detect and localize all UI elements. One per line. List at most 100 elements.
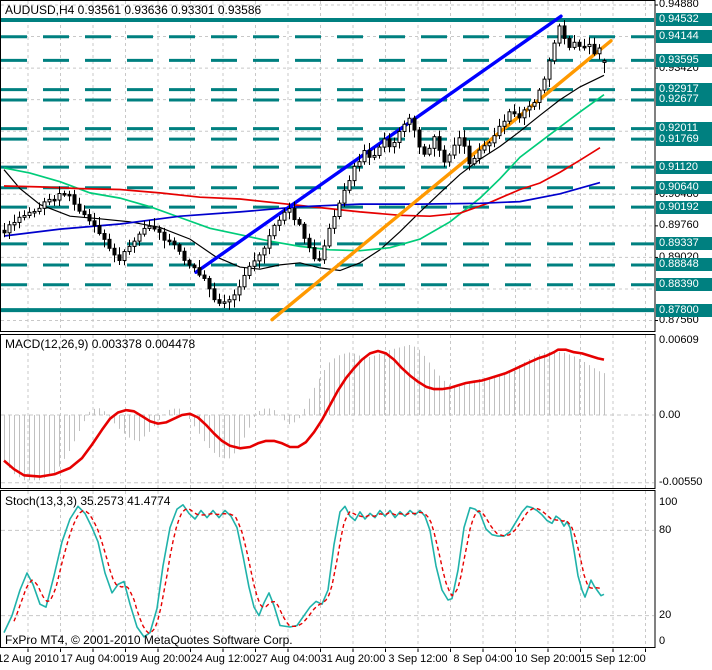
stoch-axis-label: 100 [659,496,678,508]
candle-bull [282,211,287,221]
price-level-badge: 0.94532 [656,13,712,26]
candle-bull [142,227,147,235]
candle-bull [382,138,387,148]
candle-bear [62,193,67,196]
candle-bull [482,145,487,151]
candle-bear [467,145,472,165]
candle-bear [182,250,187,261]
stoch-k-line[interactable] [3,504,605,638]
macd-pane[interactable] [0,334,655,489]
candle-bear [202,274,207,279]
time-axis-label: 17 Aug 04:00 [60,653,126,665]
time-axis-label: 19 Aug 20:00 [125,653,191,665]
candle-bull [327,227,332,247]
candle-bull [122,251,127,261]
candle-bear [442,149,447,163]
candle-bull [347,180,352,191]
candle-bull [557,25,562,44]
time-axis-label: 24 Aug 12:00 [190,653,256,665]
candle-bull [497,125,502,137]
candle-bull [262,247,267,256]
ma-black-line[interactable] [3,74,605,272]
candle-bull [27,211,32,217]
candle-bear [592,43,597,55]
stoch-pane[interactable] [0,490,655,648]
price-grid-label: 0.89760 [659,219,699,231]
ma-blue-line[interactable] [3,181,601,237]
candle-bull [37,207,42,212]
candle-bull [332,215,337,229]
candle-bull [257,254,262,262]
stoch-d-line[interactable] [13,507,603,635]
candle-bear [512,111,517,115]
candle-bear [412,117,417,131]
candle-bull [587,43,592,48]
candle-bull [362,150,367,163]
price-level-badge: 0.94144 [656,30,712,43]
candle-bear [387,138,392,148]
candle-bull [532,101,537,107]
price-level-badge: 0.93595 [656,54,712,67]
price-level-badge: 0.87800 [656,304,712,317]
price-grid-label: 0.94880 [659,0,699,10]
candle-bull [572,41,577,48]
candle-bear [197,267,202,276]
candle-bear [102,233,107,240]
macd-axis-label: -0.00550 [659,476,703,488]
price-level-badge: 0.90640 [656,181,712,194]
candle-bear [157,228,162,233]
uptrend-orange-trendline[interactable] [270,39,613,322]
candle-bear [437,136,442,151]
stoch-axis-label: 80 [659,524,672,536]
candle-bull [267,235,272,249]
candle-bear [167,239,172,243]
candle-bear [52,198,57,202]
candle-bull [132,240,137,247]
candle-bull [502,120,507,127]
price-level-badge: 0.89337 [656,237,712,250]
candle-bull [487,142,492,147]
candle-bear [87,214,92,222]
macd-axis-label: 0.00 [659,409,681,421]
candle-bull [472,157,477,165]
uptrend-blue-trendline[interactable] [194,14,563,274]
candle-bear [92,220,97,227]
copyright-label: FxPro MT4, © 2001-2010 MetaQuotes Softwa… [5,633,293,647]
candle-bull [242,274,247,288]
candle-bear [317,258,322,261]
stoch-axis-label: 20 [659,609,672,621]
candle-bull [277,219,282,226]
candle-bull [377,146,382,156]
price-level-badge: 0.92011 [656,122,712,135]
candle-bull [247,265,252,276]
candle-bull [237,286,242,296]
candle-bull [137,233,142,242]
candle-bull [552,42,557,62]
ma-green-line[interactable] [3,94,605,252]
candle-bull [427,147,432,155]
candle-bear [217,299,222,304]
candle-bull [42,201,47,209]
candle-bear [177,244,182,252]
time-axis-label: 10 Sep 20:00 [515,653,581,665]
candle-bull [227,299,232,303]
candle-bull [337,202,342,217]
candle-bull [397,130,402,143]
candle-bear [312,247,317,260]
ma-red-line[interactable] [3,146,601,218]
candle-bear [77,203,82,212]
candle-bear [207,277,212,290]
candle-bear [367,150,372,158]
macd-signal-line[interactable] [3,348,605,478]
candle-bull [32,210,37,214]
candle-bear [462,137,467,147]
time-axis-label: 27 Aug 04:00 [255,653,321,665]
candle-bear [187,259,192,266]
price-level-badge: 0.92917 [656,83,712,96]
last-candle-body [602,60,607,63]
main-chart-pane[interactable] [0,0,655,332]
candle-bear [112,247,117,256]
candle-bear [562,25,567,39]
price-level-badge: 0.92677 [656,93,712,106]
